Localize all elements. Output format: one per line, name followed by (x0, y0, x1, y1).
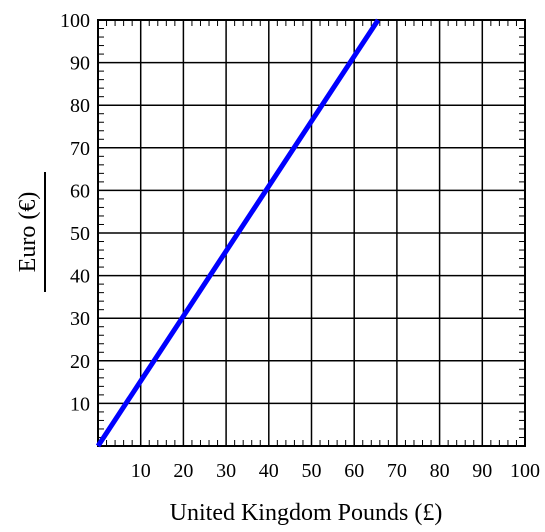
y-tick-labels: 10 20 30 40 50 60 70 80 90 100 (60, 10, 90, 415)
y-tick-label: 60 (70, 180, 90, 202)
y-tick-label: 100 (60, 10, 90, 32)
y-tick-label: 20 (70, 351, 90, 373)
x-tick-label: 100 (510, 460, 540, 482)
series-group (95, 18, 381, 448)
x-tick-labels: 10 20 30 40 50 60 70 80 90 100 (131, 460, 540, 482)
x-axis-label: United Kingdom Pounds (£) (170, 500, 443, 526)
y-tick-label: 80 (70, 95, 90, 117)
grid (98, 19, 526, 446)
y-tick-label: 10 (70, 393, 90, 415)
y-tick-label: 70 (70, 138, 90, 160)
x-tick-label: 50 (302, 460, 322, 482)
y-tick-label: 50 (70, 223, 90, 245)
x-tick-label: 10 (131, 460, 151, 482)
y-axis-label-group: Euro (€) (15, 172, 46, 292)
y-tick-label: 30 (70, 308, 90, 330)
y-tick-label: 90 (70, 53, 90, 75)
y-tick-label: 40 (70, 266, 90, 288)
x-tick-label: 70 (387, 460, 407, 482)
x-tick-label: 60 (344, 460, 364, 482)
y-axis-label: Euro (€) (15, 192, 41, 273)
x-tick-label: 90 (472, 460, 492, 482)
series-line (95, 18, 381, 448)
x-tick-label: 40 (259, 460, 279, 482)
x-tick-label: 30 (216, 460, 236, 482)
plot-frame (97, 19, 526, 447)
x-tick-label: 80 (430, 460, 450, 482)
x-tick-label: 20 (173, 460, 193, 482)
